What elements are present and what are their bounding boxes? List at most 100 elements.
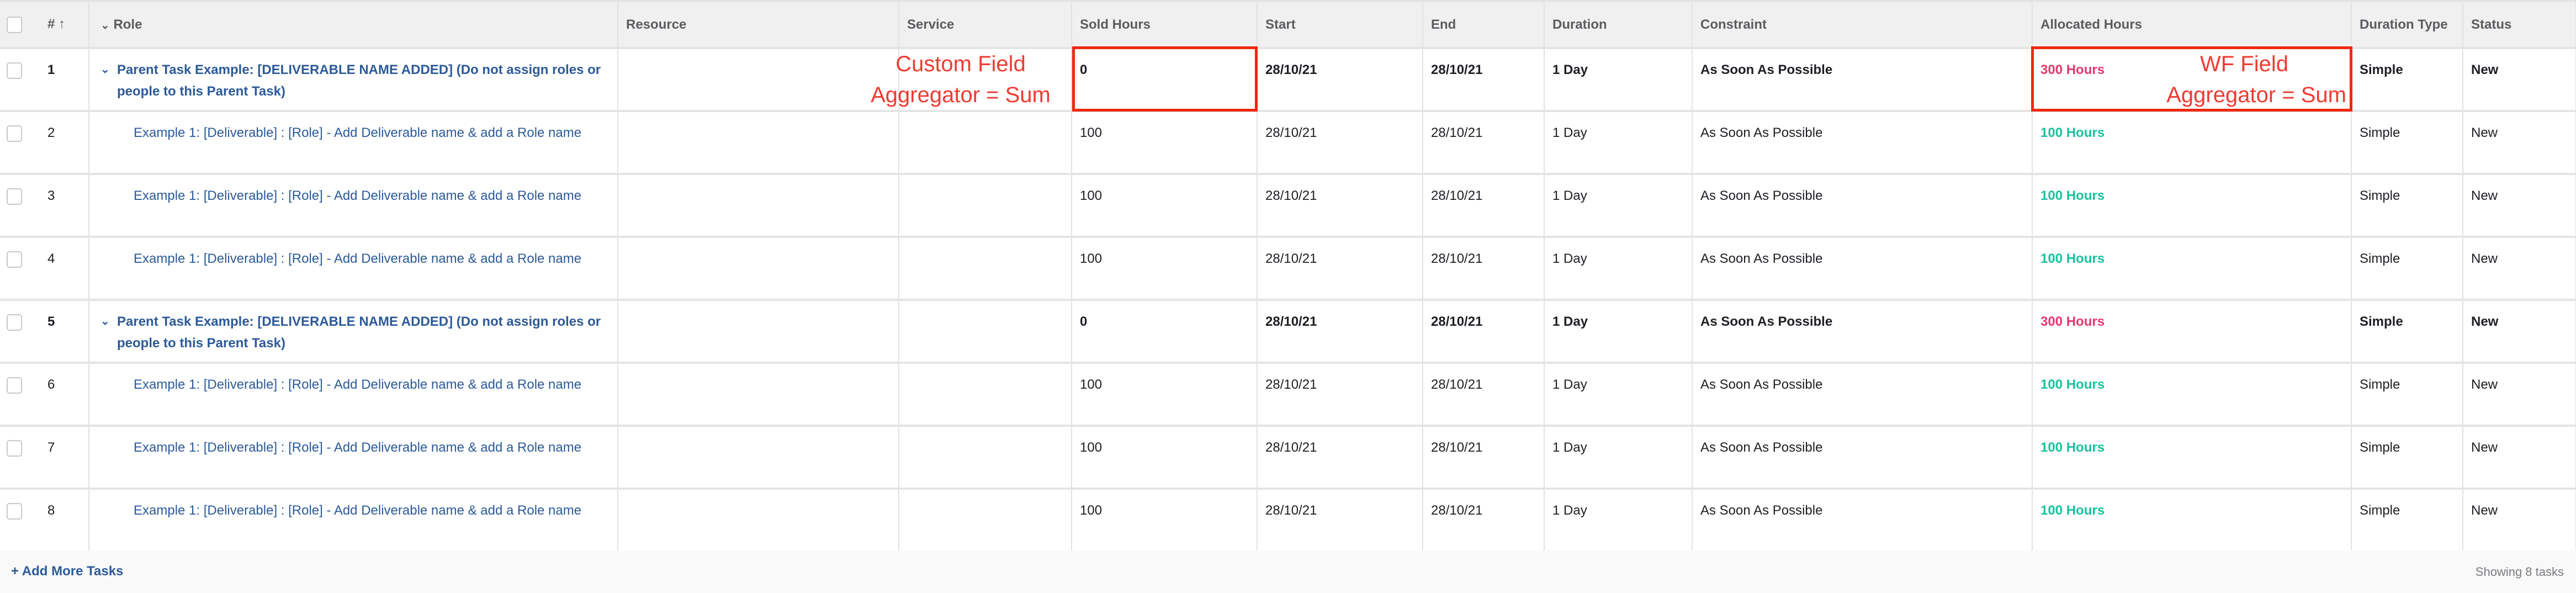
task-row[interactable]: 8 Example 1: [Deliverable] : [Role] - Add… xyxy=(0,489,2576,553)
cell-sold-hours[interactable]: 100 xyxy=(1072,489,1258,553)
row-checkbox[interactable] xyxy=(7,62,22,79)
cell-resource[interactable] xyxy=(618,237,899,301)
header-resource[interactable]: Resource xyxy=(618,0,899,49)
cell-resource[interactable] xyxy=(618,111,899,175)
task-row[interactable]: 4 Example 1: [Deliverable] : [Role] - Add… xyxy=(0,237,2576,301)
chevron-down-icon[interactable]: ⌄ xyxy=(100,63,110,76)
cell-status[interactable]: New xyxy=(2463,174,2576,238)
header-number[interactable]: # ↑ xyxy=(47,16,66,31)
cell-resource[interactable] xyxy=(618,48,899,112)
add-more-tasks-link[interactable]: + Add More Tasks xyxy=(11,564,124,579)
cell-duration[interactable]: 1 Day xyxy=(1544,174,1693,238)
cell-sold-hours[interactable]: 100 xyxy=(1072,363,1258,427)
cell-end[interactable]: 28/10/21 xyxy=(1423,237,1545,301)
cell-service[interactable] xyxy=(899,48,1072,112)
cell-status[interactable]: New xyxy=(2463,48,2576,112)
cell-duration-type[interactable]: Simple xyxy=(2351,426,2463,490)
task-row[interactable]: 6 Example 1: [Deliverable] : [Role] - Add… xyxy=(0,363,2576,427)
cell-end[interactable]: 28/10/21 xyxy=(1423,300,1545,364)
cell-duration[interactable]: 1 Day xyxy=(1544,48,1693,112)
cell-constraint[interactable]: As Soon As Possible xyxy=(1692,48,2033,112)
row-checkbox[interactable] xyxy=(7,251,22,268)
header-select-number[interactable]: # ↑ xyxy=(0,0,89,49)
cell-allocated-hours[interactable]: 100 Hours xyxy=(2032,489,2352,553)
cell-constraint[interactable]: As Soon As Possible xyxy=(1692,111,2033,175)
cell-start[interactable]: 28/10/21 xyxy=(1257,174,1423,238)
cell-service[interactable] xyxy=(899,237,1072,301)
task-name-link[interactable]: Example 1: [Deliverable] : [Role] - Add … xyxy=(134,440,582,455)
header-start[interactable]: Start xyxy=(1257,0,1423,49)
cell-status[interactable]: New xyxy=(2463,300,2576,364)
cell-sold-hours[interactable]: 100 xyxy=(1072,174,1258,238)
cell-sold-hours[interactable]: 100 xyxy=(1072,111,1258,175)
cell-sold-hours[interactable]: 100 xyxy=(1072,237,1258,301)
row-checkbox[interactable] xyxy=(7,502,22,520)
cell-allocated-hours[interactable]: 100 Hours xyxy=(2032,363,2352,427)
cell-allocated-hours[interactable]: 300 Hours xyxy=(2032,300,2352,364)
row-checkbox[interactable] xyxy=(7,377,22,394)
cell-constraint[interactable]: As Soon As Possible xyxy=(1692,237,2033,301)
cell-status[interactable]: New xyxy=(2463,426,2576,490)
cell-resource[interactable] xyxy=(618,174,899,238)
cell-start[interactable]: 28/10/21 xyxy=(1257,363,1423,427)
cell-duration-type[interactable]: Simple xyxy=(2351,111,2463,175)
cell-end[interactable]: 28/10/21 xyxy=(1423,174,1545,238)
cell-service[interactable] xyxy=(899,300,1072,364)
cell-status[interactable]: New xyxy=(2463,489,2576,553)
cell-start[interactable]: 28/10/21 xyxy=(1257,48,1423,112)
cell-constraint[interactable]: As Soon As Possible xyxy=(1692,489,2033,553)
cell-duration[interactable]: 1 Day xyxy=(1544,489,1693,553)
header-status[interactable]: Status xyxy=(2463,0,2576,49)
task-name-link[interactable]: Parent Task Example: [DELIVERABLE NAME A… xyxy=(117,314,601,351)
cell-allocated-hours[interactable]: 100 Hours xyxy=(2032,237,2352,301)
row-checkbox[interactable] xyxy=(7,188,22,205)
row-checkbox[interactable] xyxy=(7,440,22,457)
task-row[interactable]: 2 Example 1: [Deliverable] : [Role] - Add… xyxy=(0,111,2576,175)
header-service[interactable]: Service xyxy=(899,0,1072,49)
chevron-down-icon[interactable]: ⌄ xyxy=(100,315,110,327)
header-constraint[interactable]: Constraint xyxy=(1692,0,2033,49)
parent-task-row[interactable]: 1 ⌄ Parent Task Example: [DELIVERABLE NAME… xyxy=(0,48,2576,112)
cell-sold-hours[interactable]: 0 xyxy=(1072,300,1258,364)
cell-start[interactable]: 28/10/21 xyxy=(1257,426,1423,490)
header-end[interactable]: End xyxy=(1423,0,1545,49)
cell-end[interactable]: 28/10/21 xyxy=(1423,363,1545,427)
task-name-link[interactable]: Example 1: [Deliverable] : [Role] - Add … xyxy=(134,377,582,392)
header-duration-type[interactable]: Duration Type xyxy=(2351,0,2463,49)
task-name-link[interactable]: Example 1: [Deliverable] : [Role] - Add … xyxy=(134,251,582,266)
cell-status[interactable]: New xyxy=(2463,237,2576,301)
cell-duration-type[interactable]: Simple xyxy=(2351,48,2463,112)
task-row[interactable]: 7 Example 1: [Deliverable] : [Role] - Add… xyxy=(0,426,2576,490)
cell-allocated-hours[interactable]: 100 Hours xyxy=(2032,426,2352,490)
parent-task-row[interactable]: 5 ⌄ Parent Task Example: [DELIVERABLE NAME… xyxy=(0,300,2576,364)
cell-duration-type[interactable]: Simple xyxy=(2351,489,2463,553)
cell-duration[interactable]: 1 Day xyxy=(1544,426,1693,490)
header-sold-hours[interactable]: Sold Hours xyxy=(1072,0,1258,49)
cell-start[interactable]: 28/10/21 xyxy=(1257,237,1423,301)
cell-duration[interactable]: 1 Day xyxy=(1544,237,1693,301)
cell-constraint[interactable]: As Soon As Possible xyxy=(1692,363,2033,427)
cell-duration-type[interactable]: Simple xyxy=(2351,300,2463,364)
cell-service[interactable] xyxy=(899,111,1072,175)
cell-service[interactable] xyxy=(899,426,1072,490)
cell-resource[interactable] xyxy=(618,489,899,553)
cell-service[interactable] xyxy=(899,363,1072,427)
select-all-checkbox[interactable] xyxy=(7,16,22,33)
cell-service[interactable] xyxy=(899,489,1072,553)
cell-start[interactable]: 28/10/21 xyxy=(1257,300,1423,364)
cell-service[interactable] xyxy=(899,174,1072,238)
cell-end[interactable]: 28/10/21 xyxy=(1423,111,1545,175)
cell-allocated-hours[interactable]: 100 Hours xyxy=(2032,111,2352,175)
cell-duration-type[interactable]: Simple xyxy=(2351,174,2463,238)
cell-resource[interactable] xyxy=(618,363,899,427)
header-role[interactable]: ⌄ Role xyxy=(89,0,618,49)
cell-constraint[interactable]: As Soon As Possible xyxy=(1692,174,2033,238)
header-duration[interactable]: Duration xyxy=(1544,0,1693,49)
cell-duration-type[interactable]: Simple xyxy=(2351,237,2463,301)
cell-end[interactable]: 28/10/21 xyxy=(1423,48,1545,112)
task-row[interactable]: 3 Example 1: [Deliverable] : [Role] - Add… xyxy=(0,174,2576,238)
cell-duration[interactable]: 1 Day xyxy=(1544,111,1693,175)
cell-constraint[interactable]: As Soon As Possible xyxy=(1692,426,2033,490)
cell-status[interactable]: New xyxy=(2463,363,2576,427)
cell-duration[interactable]: 1 Day xyxy=(1544,300,1693,364)
